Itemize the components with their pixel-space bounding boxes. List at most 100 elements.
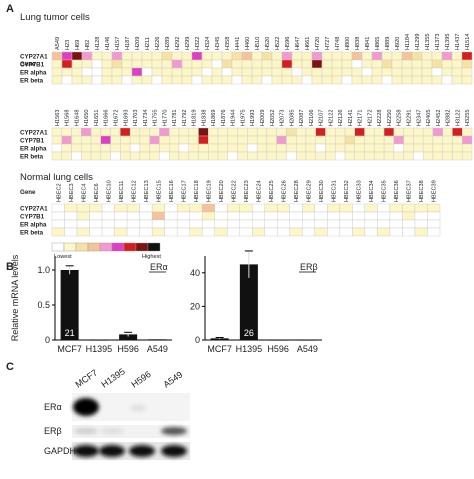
heat-cell — [208, 127, 219, 137]
heat-cell — [403, 151, 414, 161]
heat-cell — [364, 203, 378, 213]
bar-label: 21 — [65, 328, 75, 338]
heat-cell — [126, 203, 140, 213]
heat-cell — [391, 75, 403, 85]
band — [130, 405, 146, 411]
cell-line-label: H647 — [295, 37, 301, 50]
heat-cell — [126, 227, 140, 237]
heat-cell — [169, 135, 180, 145]
cell-line-label: H2228 — [377, 110, 383, 126]
heat-cell — [164, 227, 178, 237]
heat-cell — [452, 143, 463, 153]
heat-cell — [178, 143, 189, 153]
heat-cell — [231, 59, 243, 69]
heat-cell — [151, 219, 165, 229]
heat-cell — [383, 151, 395, 161]
heat-cell — [114, 227, 128, 237]
heat-cell — [141, 75, 153, 85]
heat-cell — [389, 203, 403, 213]
heat-cell — [51, 67, 63, 77]
heat-cell — [381, 51, 393, 61]
heat-cell — [51, 219, 65, 229]
heat-cell — [427, 219, 441, 229]
heat-cell — [413, 143, 424, 153]
heat-cell — [101, 51, 113, 61]
heat-cell — [208, 151, 219, 161]
heat-cell — [217, 135, 229, 145]
heat-cell — [295, 127, 307, 137]
heat-cell — [277, 203, 291, 213]
cell-line-label: H1514 — [465, 34, 471, 50]
heat-cell — [191, 51, 203, 61]
panel-label: A — [6, 3, 14, 15]
heat-cell — [401, 51, 413, 61]
cell-line-label: H1437 — [455, 34, 461, 50]
band — [161, 427, 187, 435]
heat-cell — [381, 59, 393, 69]
heat-cell — [100, 143, 111, 153]
heat-cell — [401, 67, 413, 77]
cell-line-label: HBEC6 — [94, 183, 100, 202]
heat-cell — [271, 51, 283, 61]
heat-cell — [286, 127, 297, 137]
cell-line-label: H1876 — [221, 110, 227, 126]
scale-swatch — [63, 242, 77, 252]
heat-cell — [431, 51, 443, 61]
gene-label: CYP27A1 — [20, 54, 48, 61]
cell-line-label: HBEC30 — [319, 180, 325, 202]
heat-cell — [151, 51, 163, 61]
cell-line-label: H1355 — [425, 34, 431, 50]
heat-cell — [51, 59, 63, 69]
heat-cell — [432, 143, 443, 153]
heat-cell — [241, 67, 253, 77]
heat-cell — [100, 127, 111, 137]
cell-line-label: H2347 — [416, 110, 422, 126]
heat-cell — [237, 151, 248, 161]
cell-line-label: H358 — [225, 37, 231, 50]
heat-cell — [413, 151, 424, 161]
heat-cell — [277, 219, 291, 229]
heat-cell — [76, 211, 90, 221]
heat-cell — [441, 51, 453, 61]
heat-cell — [251, 51, 263, 61]
heat-cell — [361, 51, 373, 61]
heat-cell — [374, 135, 385, 145]
heat-cell — [90, 135, 102, 145]
x-tick-label: MCF7 — [207, 344, 232, 354]
heat-cell — [442, 127, 453, 137]
heat-cell — [364, 143, 375, 153]
heat-cell — [211, 59, 223, 69]
cell-line-label: H2172 — [367, 110, 373, 126]
heat-cell — [171, 75, 183, 85]
heat-cell — [311, 75, 323, 85]
heat-cell — [271, 75, 283, 85]
heat-cell — [391, 59, 403, 69]
scale-swatch — [135, 242, 149, 252]
heat-cell — [261, 59, 273, 69]
heat-cell — [364, 227, 378, 237]
heat-cell — [101, 227, 115, 237]
heat-cell — [325, 135, 336, 145]
cell-line-label: HBEC15 — [156, 180, 162, 202]
heat-cell — [377, 203, 391, 213]
heat-cell — [61, 127, 72, 137]
chart-title: ERα — [150, 262, 168, 272]
heat-cell — [139, 143, 150, 153]
heat-cell — [64, 203, 78, 213]
cell-line-label: H2452 — [436, 110, 442, 126]
heat-cell — [302, 219, 316, 229]
x-tick-label: H1395 — [86, 344, 113, 354]
heat-cell — [176, 203, 190, 213]
heat-cell — [452, 151, 463, 161]
cell-line-label: H2171 — [358, 110, 364, 126]
heat-cell — [131, 67, 143, 77]
heat-cell — [393, 127, 404, 137]
heat-cell — [139, 219, 153, 229]
heat-cell — [89, 203, 103, 213]
heat-cell — [89, 219, 103, 229]
heat-cell — [432, 135, 443, 145]
heat-cell — [149, 151, 160, 161]
heat-cell — [277, 211, 291, 221]
heat-cell — [315, 143, 326, 153]
